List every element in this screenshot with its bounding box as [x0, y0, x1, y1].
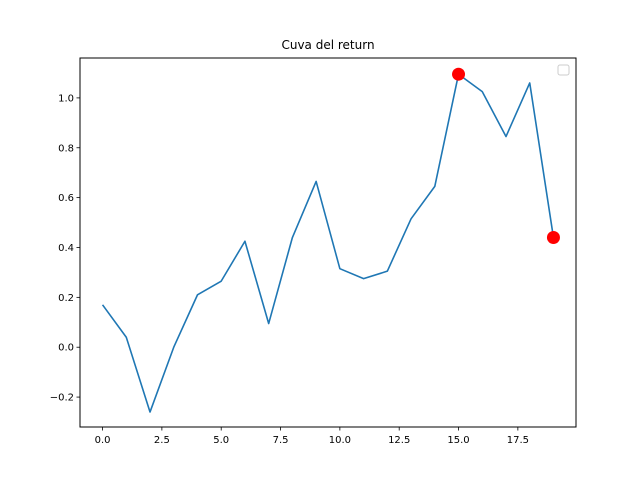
x-tick-label: 17.5: [507, 435, 529, 446]
x-tick-label: 2.5: [154, 435, 170, 446]
y-tick-label: 0.2: [58, 293, 74, 304]
y-tick-label: −0.2: [50, 393, 74, 404]
y-tick-label: 0.8: [58, 143, 74, 154]
x-tick-label: 7.5: [273, 435, 289, 446]
y-tick-label: 0.0: [58, 343, 74, 354]
series-line: [101, 73, 555, 413]
axis-ticks: 0.0 2.5 5.0 7.5 10.0 12.5 15.0 17.5 −0.2 0.0 0.2 0.…: [50, 93, 529, 446]
y-tick-label: 0.4: [58, 243, 74, 254]
y-tick-label: 0.6: [58, 193, 74, 204]
legend-box: [557, 64, 570, 76]
highlight-point: [546, 231, 560, 245]
x-tick-label: 10.0: [329, 435, 351, 446]
chart-title: Cuva del return: [281, 38, 374, 52]
x-tick-label: 12.5: [388, 435, 410, 446]
y-tick-label: 1.0: [58, 93, 74, 104]
plot-area-frame: [79, 57, 577, 428]
highlight-point: [452, 67, 466, 81]
markers-layer: [452, 67, 560, 245]
series-layer: [101, 73, 555, 413]
x-tick-label: 0.0: [95, 435, 111, 446]
x-tick-label: 5.0: [213, 435, 229, 446]
x-tick-label: 15.0: [447, 435, 469, 446]
